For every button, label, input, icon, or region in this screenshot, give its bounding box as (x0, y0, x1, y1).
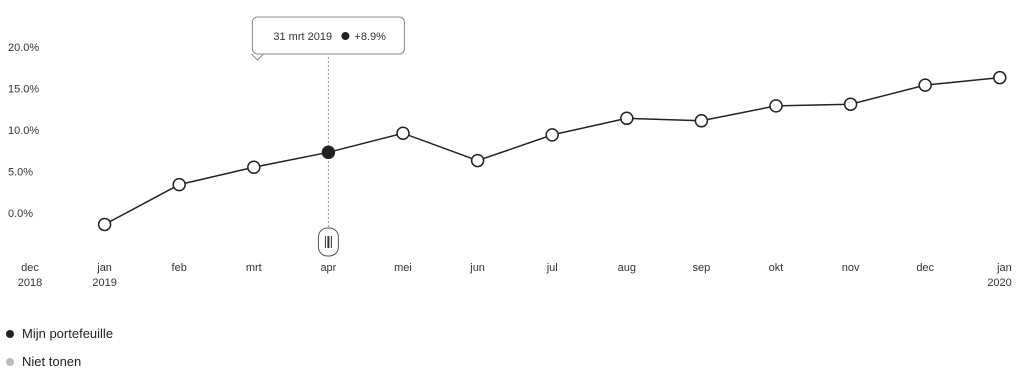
x-tick-label: sep (693, 262, 711, 274)
x-tick-label: mei (394, 262, 412, 274)
x-tick-label: mrt (246, 262, 262, 274)
y-tick-label: 15.0% (8, 83, 39, 95)
x-tick-label: jan 2020 (987, 262, 1011, 289)
legend-label: Mijn portefeuille (22, 326, 114, 341)
legend-item[interactable]: Mijn portefeuille (6, 326, 113, 341)
x-tick-label: jul (546, 262, 558, 274)
y-tick-label: 0.0% (8, 208, 33, 220)
data-point (396, 126, 410, 140)
tooltip-date: 31 mrt 2019 (273, 31, 332, 43)
tooltip-dot (341, 32, 350, 40)
x-tick-label: nov (842, 262, 860, 274)
y-tick-label: 5.0% (8, 166, 33, 178)
tooltip-value: +8.9% (354, 31, 386, 43)
x-tick-label: dec (916, 262, 934, 274)
data-point (843, 97, 858, 111)
y-tick-label: 20.0% (8, 42, 39, 54)
x-tick-label: jan 2019 (92, 262, 116, 289)
data-point (321, 145, 336, 160)
data-point (918, 78, 932, 92)
tooltip-box (251, 16, 405, 61)
data-point (694, 114, 709, 128)
legend-item[interactable]: Niet tonen (6, 354, 81, 369)
y-tick-label: 10.0% (8, 125, 39, 137)
data-point (993, 70, 1007, 85)
x-tick-label: aug (618, 262, 636, 274)
x-tick-label: dec 2018 (18, 262, 42, 289)
data-point (769, 99, 783, 113)
legend-swatch (6, 329, 14, 338)
legend-label: Niet tonen (22, 354, 82, 369)
legend-swatch (6, 357, 14, 366)
data-point (620, 111, 634, 126)
x-tick-label: apr (320, 262, 336, 274)
data-point (97, 217, 112, 232)
data-point (470, 153, 485, 168)
data-point (545, 128, 559, 142)
data-point (172, 177, 186, 192)
data-point (247, 160, 261, 174)
x-tick-label: jun (469, 262, 485, 274)
x-tick-label: okt (769, 262, 784, 274)
x-tick-label: feb (172, 262, 187, 274)
series-line (104, 76, 1000, 226)
chart: 0.0% 5.0% 10.0% 15.0% 20.0% dec 2018 jan 2019 feb… (8, 16, 1012, 289)
